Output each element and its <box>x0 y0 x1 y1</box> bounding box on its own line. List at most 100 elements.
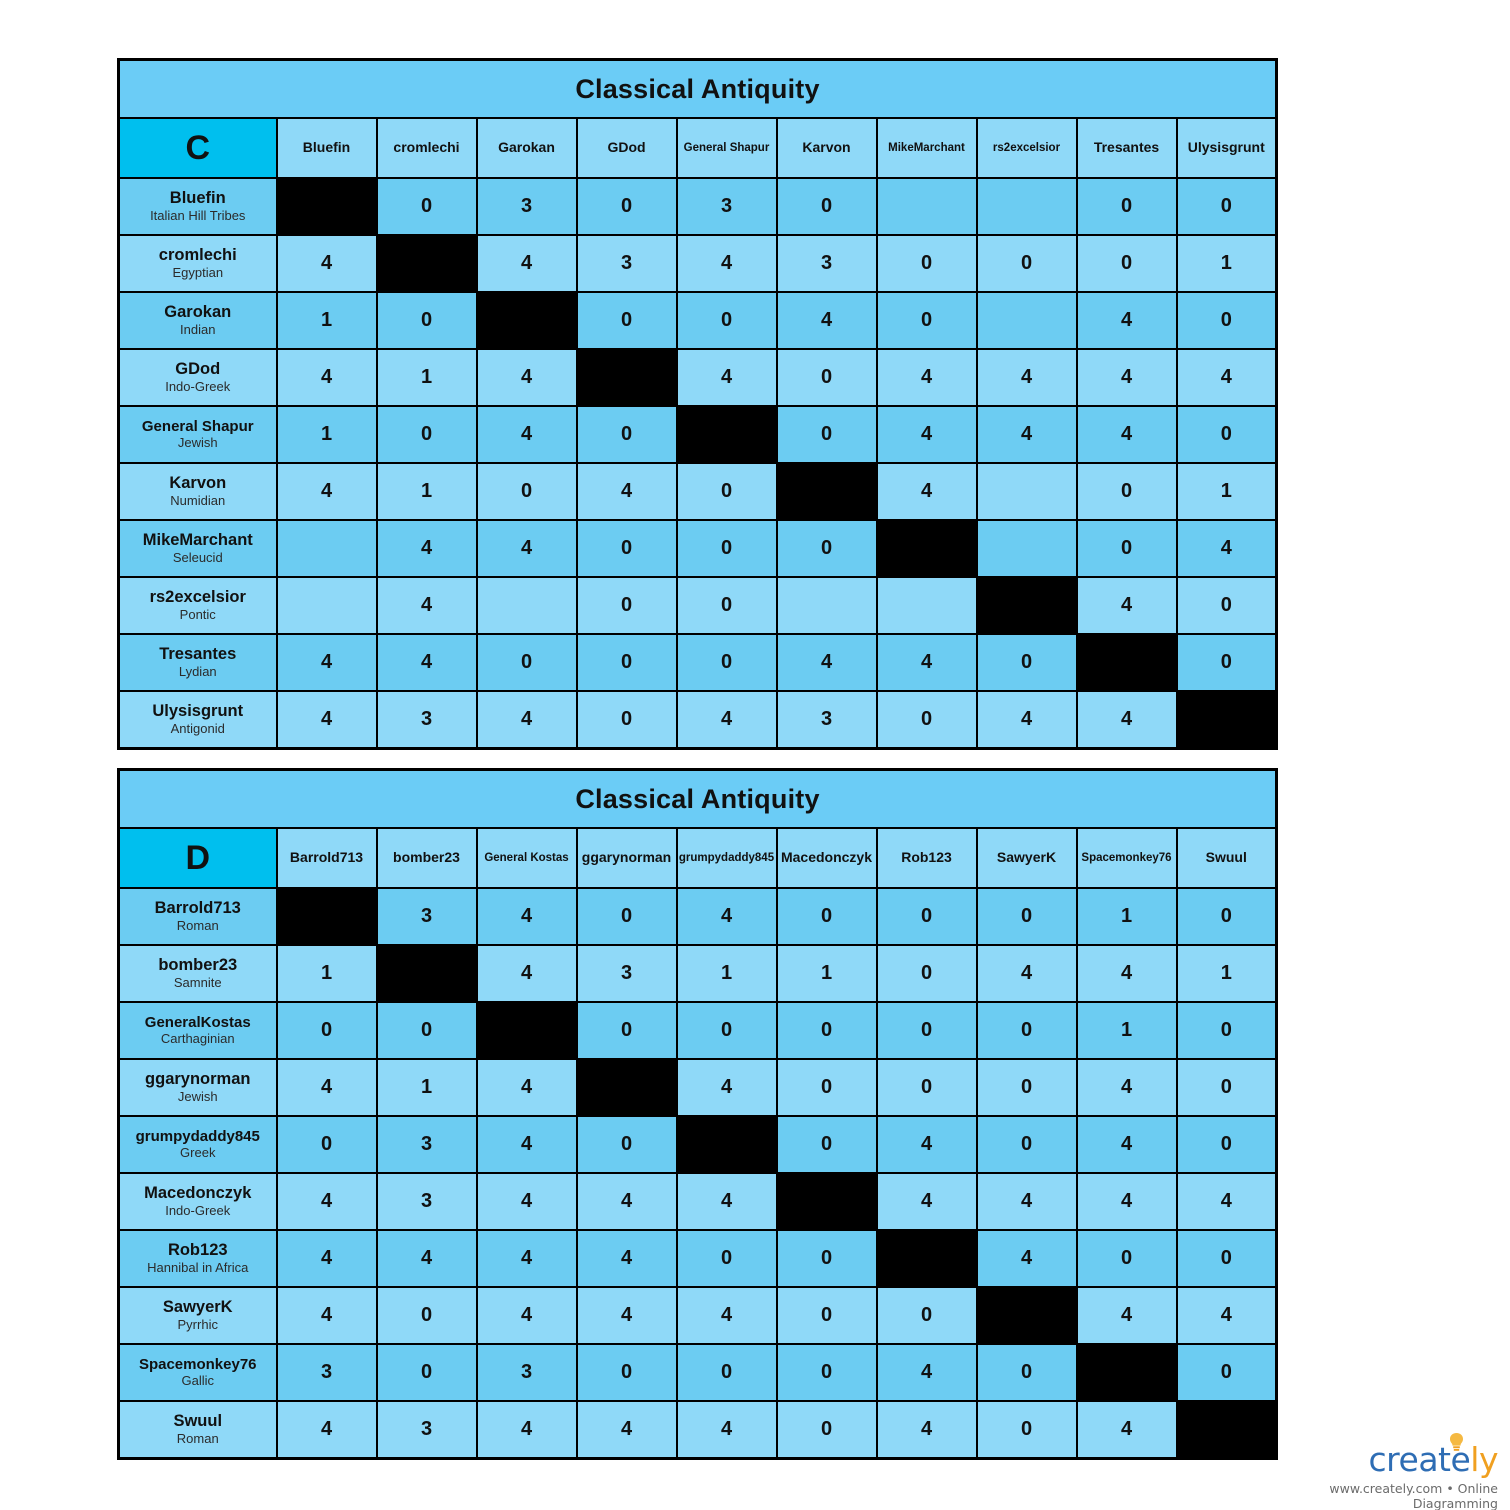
matrix-cell: 1 <box>1175 944 1278 1003</box>
row-player-name: GeneralKostas <box>144 1013 251 1031</box>
matrix-cell: 0 <box>1175 633 1278 692</box>
row-header: GDod Indo-Greek <box>117 348 278 407</box>
matrix-row: Barrold713 Roman 3 4 0 4 0 0 0 1 0 <box>117 887 1278 946</box>
matrix-cell: 0 <box>375 291 478 350</box>
matrix-cell: 4 <box>675 1172 778 1231</box>
creately-watermark: creately www.creately.com • Online Diagr… <box>1262 1433 1502 1510</box>
matrix-row: Garokan Indian 1 0 0 0 4 0 4 0 <box>117 291 1278 350</box>
matrix-cell: 4 <box>1075 690 1178 750</box>
matrix-cell: 4 <box>475 1172 578 1231</box>
matrix-cell: 4 <box>675 1058 778 1117</box>
matrix-cell: 0 <box>775 887 878 946</box>
matrix-row: SawyerK Pyrrhic 4 0 4 4 4 0 0 4 4 <box>117 1286 1278 1345</box>
matrix-cell: 0 <box>1075 1229 1178 1288</box>
row-header: bomber23 Samnite <box>117 944 278 1003</box>
matrix-cell: 1 <box>375 348 478 407</box>
matrix-cell: 0 <box>1175 1058 1278 1117</box>
matrix-cell: 0 <box>875 1058 978 1117</box>
row-player-name: Barrold713 <box>154 899 241 918</box>
column-header: grumpydaddy845 <box>675 827 778 889</box>
column-header: MikeMarchant <box>875 117 978 179</box>
matrix-cell: 4 <box>875 1115 978 1174</box>
matrix-cell-diagonal <box>875 519 978 578</box>
matrix-cell: 4 <box>1075 1058 1178 1117</box>
matrix-cell: 1 <box>675 944 778 1003</box>
matrix-cell: 0 <box>1175 1001 1278 1060</box>
matrix-cell <box>875 177 978 236</box>
matrix-cell: 3 <box>475 1343 578 1402</box>
matrix-cell: 0 <box>875 690 978 750</box>
matrix-cell <box>775 576 878 635</box>
matrix-cell: 4 <box>975 690 1078 750</box>
row-header: grumpydaddy845 Greek <box>117 1115 278 1174</box>
matrix-cell: 4 <box>775 633 878 692</box>
table-title: Classical Antiquity <box>117 768 1278 829</box>
matrix-cell: 3 <box>575 234 678 293</box>
row-faction-name: Numidian <box>170 493 226 509</box>
matrix-row: rs2excelsior Pontic 4 0 0 4 0 <box>117 576 1278 635</box>
matrix-cell: 4 <box>375 519 478 578</box>
matrix-row: GDod Indo-Greek 4 1 4 4 0 4 4 4 4 <box>117 348 1278 407</box>
matrix-row: MikeMarchant Seleucid 4 4 0 0 0 0 4 <box>117 519 1278 578</box>
matrix-cell: 0 <box>875 234 978 293</box>
matrix-cell: 0 <box>275 1001 378 1060</box>
creately-logo: creately <box>1262 1433 1502 1480</box>
row-faction-name: Indo-Greek <box>165 379 231 395</box>
matrix-cell: 0 <box>575 177 678 236</box>
matrix-cell: 0 <box>975 1001 1078 1060</box>
column-header: Barrold713 <box>275 827 378 889</box>
row-faction-name: Lydian <box>178 664 217 680</box>
matrix-row: Spacemonkey76 Gallic 3 0 3 0 0 0 4 0 0 <box>117 1343 1278 1402</box>
matrix-cell: 4 <box>375 1229 478 1288</box>
title-row: Classical Antiquity <box>117 58 1278 119</box>
matrix-cell: 4 <box>575 1229 678 1288</box>
matrix-cell: 0 <box>275 1115 378 1174</box>
row-header: Rob123 Hannibal in Africa <box>117 1229 278 1288</box>
column-header: Swuul <box>1175 827 1278 889</box>
matrix-cell: 0 <box>775 1400 878 1460</box>
matrix-cell: 0 <box>575 887 678 946</box>
column-header: Macedonczyk <box>775 827 878 889</box>
row-player-name: rs2excelsior <box>149 588 246 607</box>
column-header: Rob123 <box>875 827 978 889</box>
matrix-cell: 1 <box>1175 234 1278 293</box>
matrix-table-c: Classical Antiquity C Bluefin cromlechi Garo… <box>117 58 1278 750</box>
matrix-cell: 4 <box>275 633 378 692</box>
matrix-row: bomber23 Samnite 1 4 3 1 1 0 4 4 1 <box>117 944 1278 1003</box>
matrix-row: GeneralKostas Carthaginian 0 0 0 0 0 0 0 1 0 <box>117 1001 1278 1060</box>
matrix-cell-diagonal <box>475 1001 578 1060</box>
matrix-row: Rob123 Hannibal in Africa 4 4 4 4 0 0 4 0 0 <box>117 1229 1278 1288</box>
matrix-cell: 0 <box>675 1001 778 1060</box>
matrix-cell: 4 <box>475 234 578 293</box>
matrix-cell: 1 <box>275 405 378 464</box>
matrix-cell: 0 <box>675 519 778 578</box>
row-player-name: ggarynorman <box>145 1070 251 1089</box>
matrix-cell <box>275 519 378 578</box>
matrix-cell: 0 <box>475 633 578 692</box>
column-header: Ulysisgrunt <box>1175 117 1278 179</box>
matrix-cell: 0 <box>875 1286 978 1345</box>
row-header: GeneralKostas Carthaginian <box>117 1001 278 1060</box>
row-faction-name: Pyrrhic <box>177 1317 218 1333</box>
matrix-cell: 4 <box>1175 348 1278 407</box>
matrix-cell: 4 <box>275 234 378 293</box>
matrix-row: ggarynorman Jewish 4 1 4 4 0 0 0 4 0 <box>117 1058 1278 1117</box>
matrix-cell: 0 <box>375 1343 478 1402</box>
matrix-cell: 0 <box>375 405 478 464</box>
row-player-name: grumpydaddy845 <box>135 1127 260 1145</box>
matrix-cell: 4 <box>675 690 778 750</box>
matrix-cell: 0 <box>675 1229 778 1288</box>
row-header: Ulysisgrunt Antigonid <box>117 690 278 750</box>
row-header: Spacemonkey76 Gallic <box>117 1343 278 1402</box>
matrix-cell-diagonal <box>775 462 878 521</box>
matrix-cell: 4 <box>375 633 478 692</box>
row-header: Barrold713 Roman <box>117 887 278 946</box>
matrix-cell: 4 <box>975 1172 1078 1231</box>
matrix-cell: 4 <box>275 1286 378 1345</box>
matrix-cell: 4 <box>275 1400 378 1460</box>
matrix-cell: 0 <box>875 944 978 1003</box>
row-player-name: Spacemonkey76 <box>138 1355 257 1373</box>
column-header-row: D Barrold713 bomber23 General Kostas ggaryno… <box>117 827 1278 889</box>
table-c-body: Classical Antiquity C Bluefin cromlechi Garo… <box>117 58 1278 750</box>
matrix-cell: 3 <box>375 1400 478 1460</box>
